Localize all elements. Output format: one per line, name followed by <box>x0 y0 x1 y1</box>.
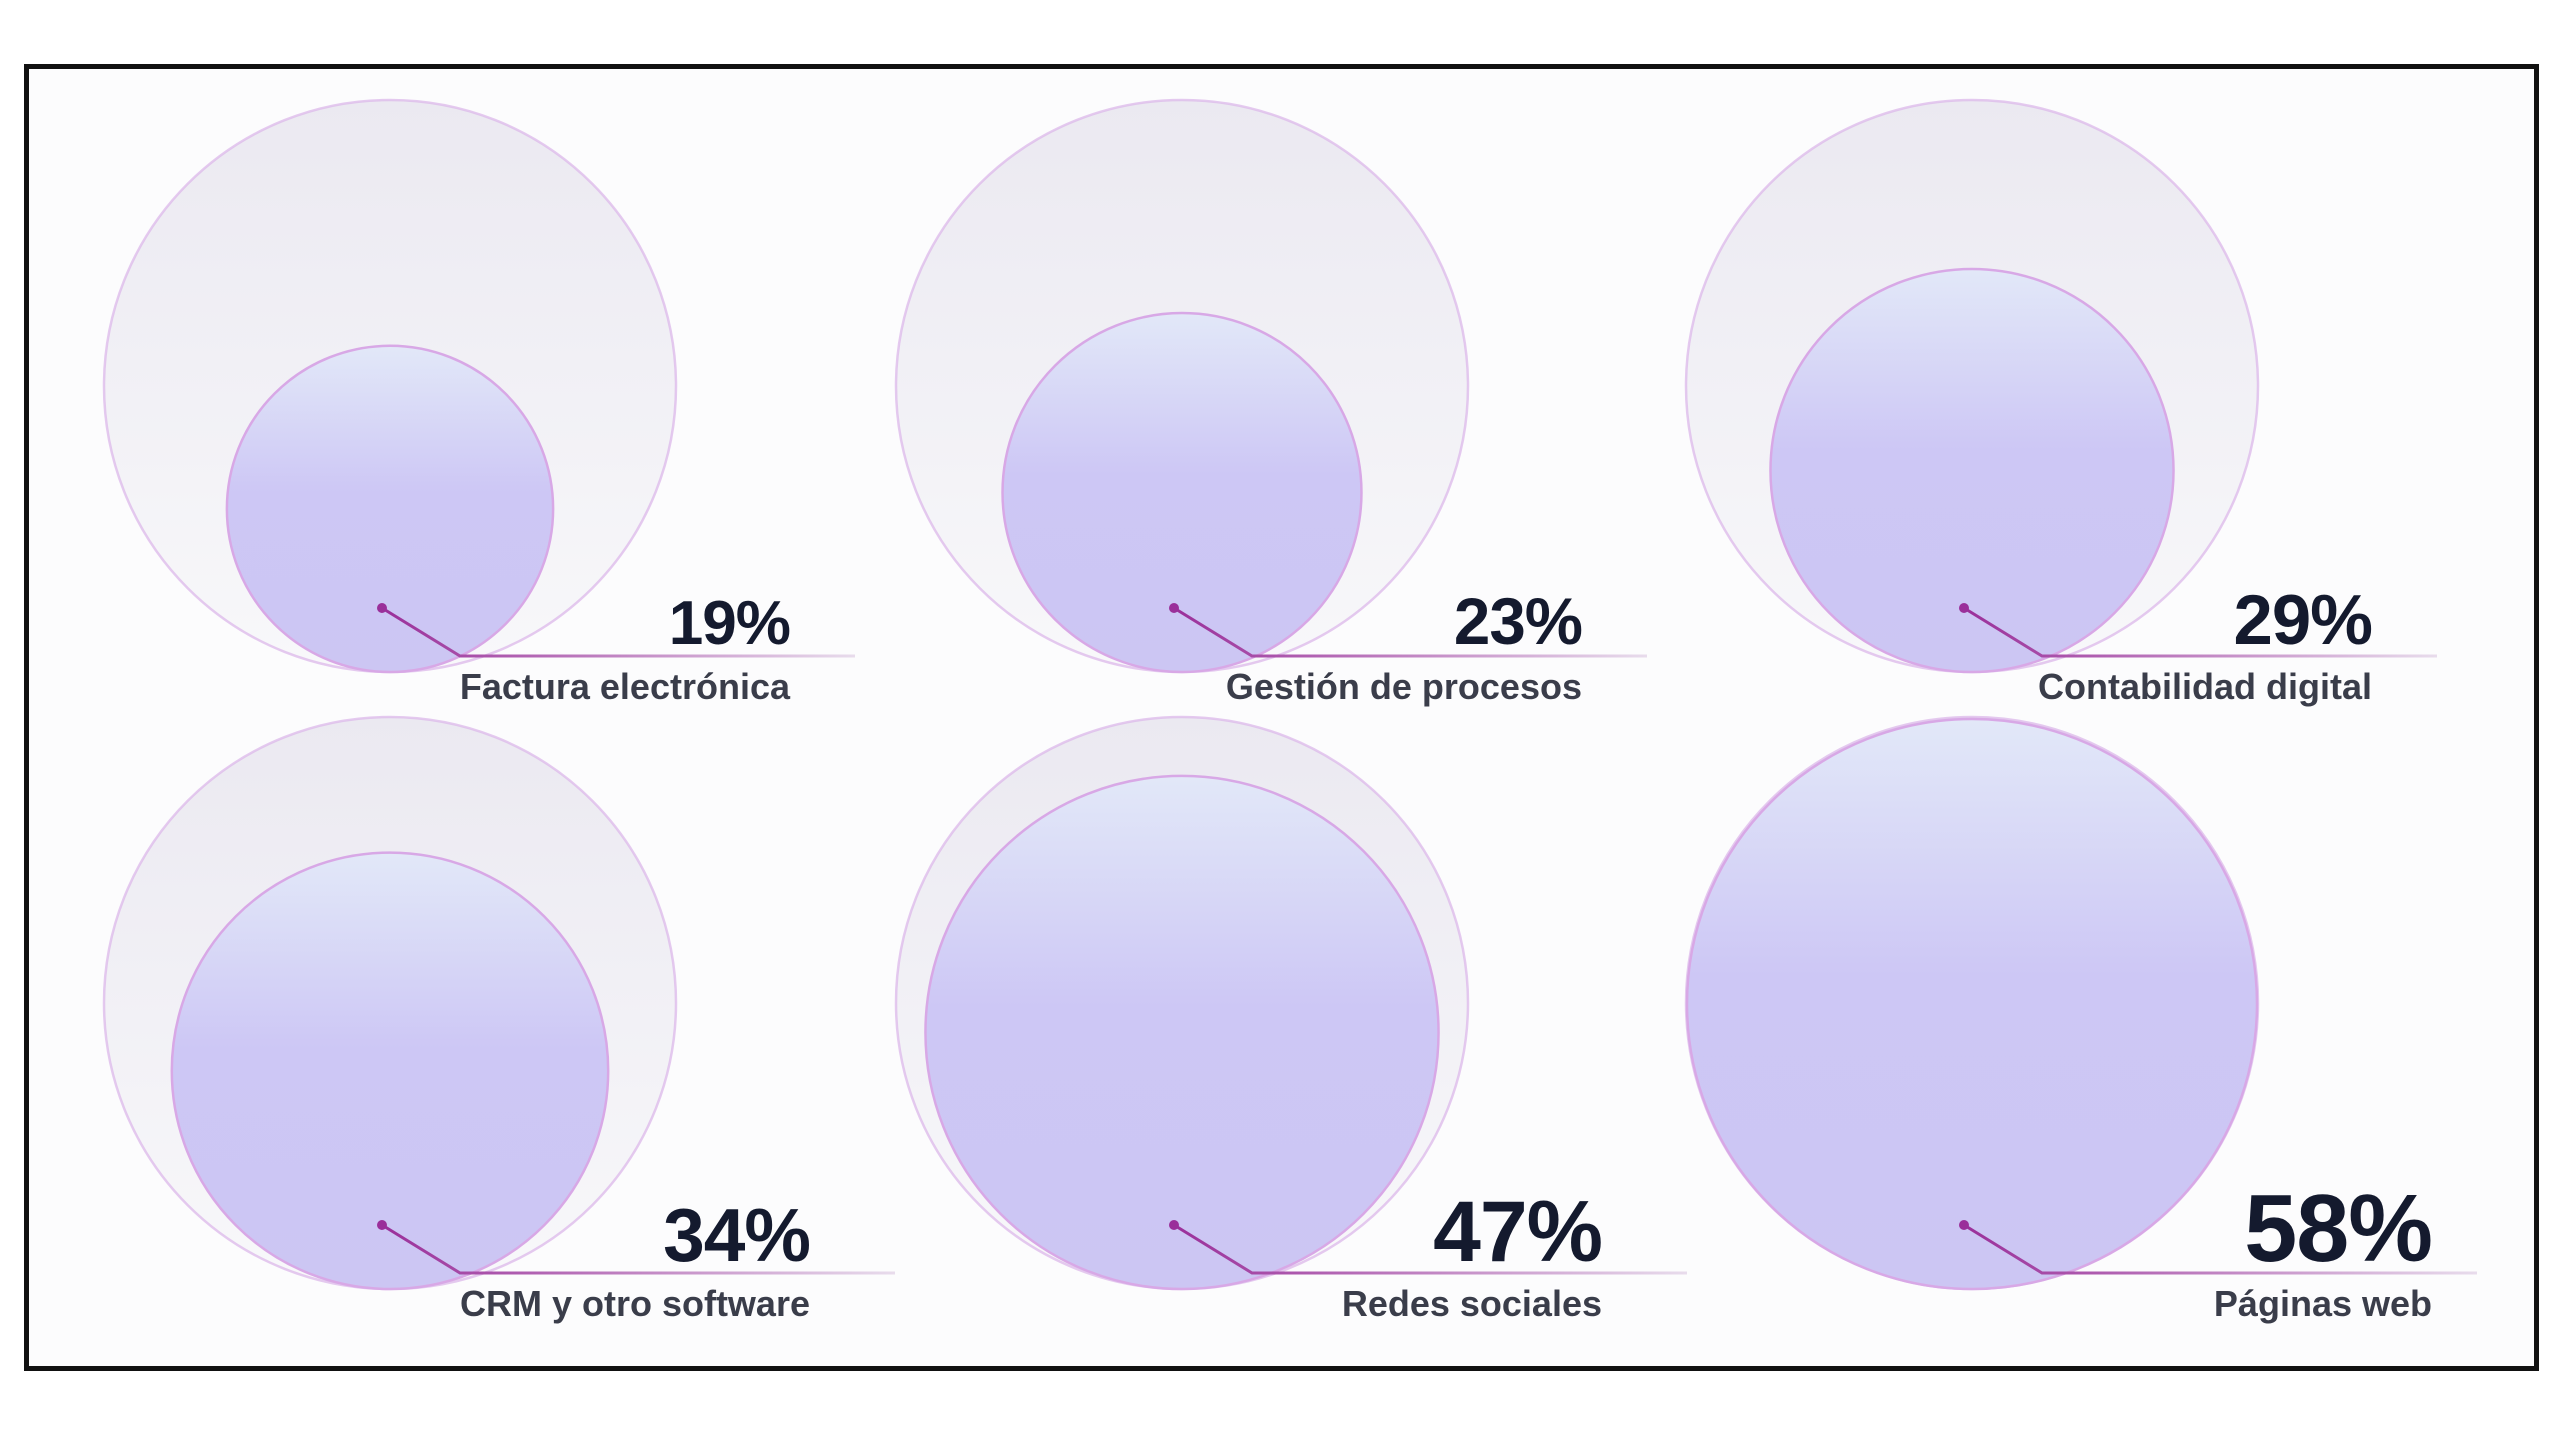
bubble-group: 58%Páginas web <box>1684 715 2477 1324</box>
value-bubble <box>924 774 1440 1291</box>
percent-label: 58% <box>2244 1176 2432 1282</box>
leader-line <box>1173 1223 1687 1275</box>
category-label: Gestión de procesos <box>1226 666 1582 707</box>
category-label: Factura electrónica <box>460 666 791 707</box>
leader-dot <box>1959 603 1969 613</box>
category-label: Páginas web <box>2214 1283 2432 1324</box>
category-label: Contabilidad digital <box>2038 666 2372 707</box>
leader-dot <box>1169 1220 1179 1230</box>
value-bubble <box>1001 311 1363 674</box>
value-bubble <box>1769 267 2175 674</box>
leader-dot <box>1959 1220 1969 1230</box>
leader-dot <box>377 603 387 613</box>
leader-line <box>1963 606 2437 658</box>
leader-line <box>381 606 855 658</box>
percent-label: 47% <box>1433 1184 1602 1280</box>
leader-dot <box>377 1220 387 1230</box>
percent-label: 29% <box>2234 580 2372 659</box>
percent-label: 34% <box>663 1193 810 1277</box>
value-bubble <box>170 851 610 1291</box>
leader-dot <box>1169 603 1179 613</box>
bubble-group: 29% Contabilidad digital <box>1684 98 2437 707</box>
value-bubble <box>225 344 555 674</box>
percent-label: 23% <box>1454 585 1582 658</box>
percent-label: 19% <box>669 589 790 658</box>
value-bubble <box>1685 717 2259 1291</box>
leader-line <box>1173 606 1647 658</box>
leader-line <box>381 1223 895 1275</box>
category-label: CRM y otro software <box>460 1283 810 1324</box>
category-label: Redes sociales <box>1342 1283 1602 1324</box>
leader-line <box>1963 1223 2477 1275</box>
bubble-group: 34% CRM y otro software <box>102 715 895 1324</box>
bubble-group: 47%Redes sociales <box>894 715 1687 1324</box>
bubble-group: 23% Gestión de procesos <box>894 98 1647 707</box>
bubble-group: 19% Factura electrónica <box>102 98 855 707</box>
